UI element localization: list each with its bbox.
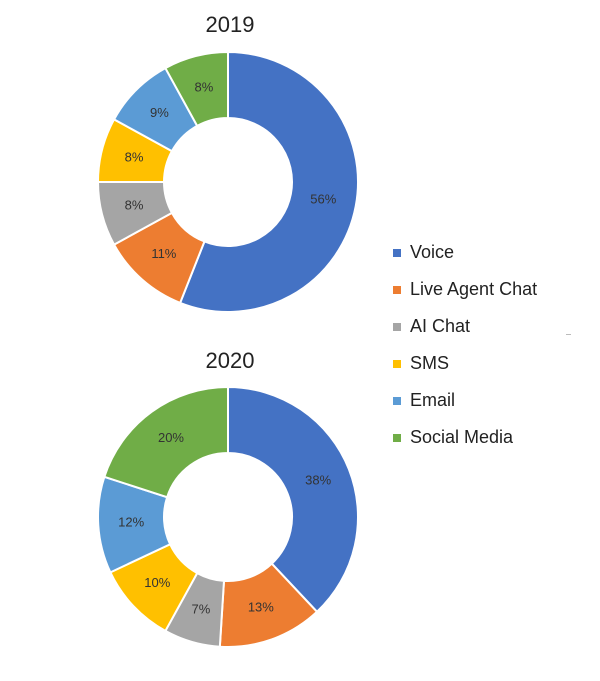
data-label-2019-social-media: 8% — [194, 79, 213, 94]
divider — [566, 334, 571, 335]
legend-label-ai-chat: AI Chat — [410, 316, 471, 336]
legend-item-sms: SMS — [393, 345, 537, 382]
legend-swatch-sms — [393, 359, 401, 368]
chart-title-2020: 2020 — [205, 348, 255, 373]
donut-chart-2019: 56% 11% 8% 8% 9% 8% — [96, 50, 359, 313]
legend-label-email: Email — [410, 390, 456, 410]
legend: Voice Live Agent Chat AI Chat SMS Email … — [393, 234, 537, 456]
data-label-2020-live-agent-chat: 13% — [248, 600, 274, 615]
legend-label-sms: SMS — [410, 353, 450, 373]
legend-swatch-live-agent-chat — [393, 285, 401, 294]
slice-2019-voice — [178, 50, 359, 313]
legend-item-live-agent-chat: Live Agent Chat — [393, 271, 537, 308]
data-label-2020-ai-chat: 7% — [192, 602, 211, 617]
data-label-2019-ai-chat: 8% — [125, 198, 144, 213]
legend-label-social-media: Social Media — [410, 427, 514, 447]
slice-2020-social-media — [103, 385, 229, 499]
slice-2020-voice — [227, 385, 359, 614]
data-label-2019-voice: 56% — [310, 192, 336, 207]
legend-item-ai-chat: AI Chat — [393, 308, 537, 345]
data-label-2020-voice: 38% — [305, 473, 331, 488]
data-label-2019-live-agent-chat: 11% — [151, 246, 176, 261]
donut-chart-2020: 38% 13% 7% 10% 12% 20% — [97, 385, 359, 648]
legend-swatch-email — [393, 396, 401, 405]
chart-title-2019: 2019 — [205, 12, 255, 37]
legend-item-voice: Voice — [393, 234, 537, 271]
data-label-2020-email: 12% — [118, 515, 144, 530]
data-label-2019-sms: 8% — [125, 149, 144, 164]
slice-2019-social-media — [164, 50, 229, 128]
legend-swatch-voice — [393, 248, 401, 257]
data-label-2020-social-media: 20% — [158, 430, 184, 445]
data-label-2019-email: 9% — [150, 105, 169, 120]
legend-item-social-media: Social Media — [393, 419, 537, 456]
legend-swatch-social-media — [393, 433, 401, 442]
legend-label-live-agent-chat: Live Agent Chat — [410, 279, 538, 299]
legend-swatch-ai-chat — [393, 322, 401, 331]
legend-item-email: Email — [393, 382, 537, 419]
legend-label-voice: Voice — [410, 242, 455, 262]
data-label-2020-sms: 10% — [144, 575, 170, 590]
